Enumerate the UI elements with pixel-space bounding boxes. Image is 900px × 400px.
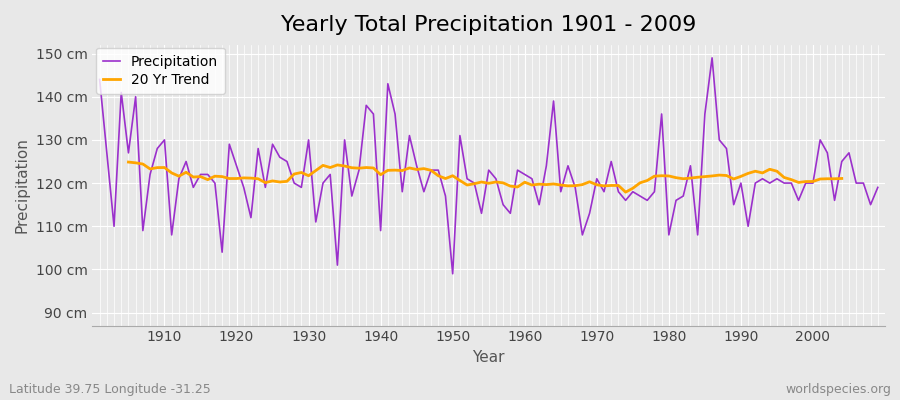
Precipitation [519, 172, 530, 177]
20 Yr Trend [807, 179, 818, 184]
Precipitation [152, 146, 163, 151]
Text: Latitude 39.75 Longitude -31.25: Latitude 39.75 Longitude -31.25 [9, 383, 211, 396]
Precipitation [94, 77, 105, 82]
Precipitation [872, 185, 883, 190]
20 Yr Trend [836, 176, 847, 181]
Precipitation [447, 271, 458, 276]
20 Yr Trend [620, 190, 631, 194]
Text: worldspecies.org: worldspecies.org [785, 383, 891, 396]
Line: 20 Yr Trend: 20 Yr Trend [129, 162, 842, 192]
20 Yr Trend [548, 182, 559, 186]
Line: Precipitation: Precipitation [100, 58, 878, 274]
X-axis label: Year: Year [472, 350, 505, 365]
20 Yr Trend [289, 172, 300, 176]
20 Yr Trend [123, 160, 134, 164]
Precipitation [526, 176, 537, 181]
Precipitation [706, 56, 717, 60]
20 Yr Trend [786, 177, 796, 182]
Title: Yearly Total Precipitation 1901 - 2009: Yearly Total Precipitation 1901 - 2009 [281, 15, 697, 35]
Legend: Precipitation, 20 Yr Trend: Precipitation, 20 Yr Trend [96, 48, 225, 94]
20 Yr Trend [260, 180, 271, 185]
Precipitation [613, 189, 624, 194]
Precipitation [310, 220, 321, 224]
Y-axis label: Precipitation: Precipitation [15, 137, 30, 233]
Precipitation [354, 168, 364, 172]
20 Yr Trend [491, 180, 501, 184]
